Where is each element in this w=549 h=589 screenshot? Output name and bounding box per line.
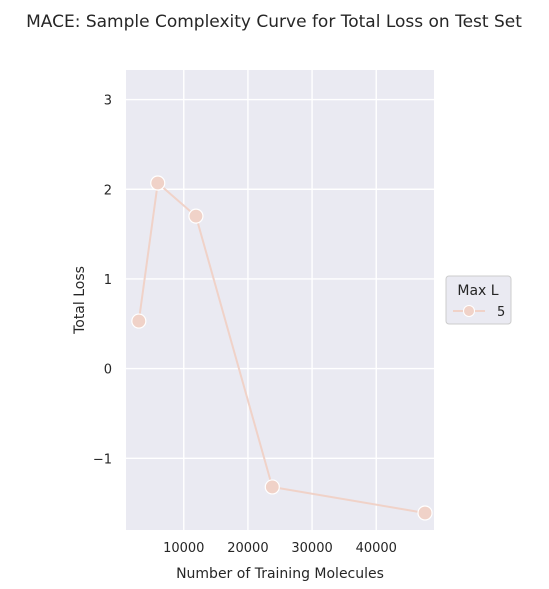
y-tick-label: 3 <box>104 94 112 109</box>
grid <box>126 70 434 530</box>
y-axis-label: Total Loss <box>72 266 88 335</box>
series-group <box>131 175 433 521</box>
y-tick-label: 0 <box>104 363 112 378</box>
legend: Max L 5 <box>445 275 512 325</box>
legend-title: Max L <box>457 283 498 299</box>
y-tick-label: −1 <box>93 452 112 467</box>
legend-entry-label: 5 <box>497 305 505 320</box>
x-axis-label: Number of Training Molecules <box>176 566 384 582</box>
x-ticks: 10000 20000 30000 40000 <box>163 541 397 556</box>
x-tick-label: 40000 <box>356 541 397 556</box>
y-tick-label: 1 <box>104 273 112 288</box>
data-point <box>188 208 204 224</box>
legend-marker-swatch <box>463 305 475 317</box>
chart-title: MACE: Sample Complexity Curve for Total … <box>26 12 522 32</box>
y-tick-label: 2 <box>104 183 112 198</box>
x-tick-label: 10000 <box>163 541 204 556</box>
x-tick-label: 20000 <box>227 541 268 556</box>
plot-area <box>126 70 434 530</box>
data-point <box>150 175 166 191</box>
data-point <box>417 505 433 521</box>
y-ticks: −1 0 1 2 3 <box>93 94 112 468</box>
x-tick-label: 30000 <box>291 541 332 556</box>
data-point <box>131 313 147 329</box>
data-point <box>264 479 280 495</box>
